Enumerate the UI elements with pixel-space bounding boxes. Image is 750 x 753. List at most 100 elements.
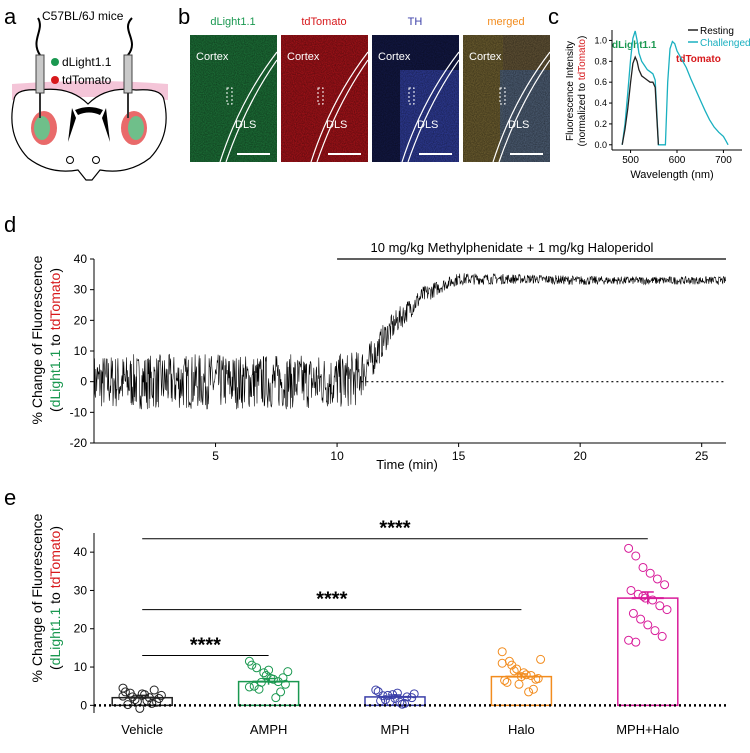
treatment-label: 10 mg/kg Methylphenidate + 1 mg/kg Halop… xyxy=(371,240,654,255)
data-point xyxy=(638,562,648,572)
x-tick-label: 25 xyxy=(695,449,709,463)
y-tick-label: 0.6 xyxy=(594,77,607,87)
data-point xyxy=(280,679,290,689)
fiber-cable-right xyxy=(127,17,133,56)
data-point xyxy=(536,654,546,664)
data-point xyxy=(509,666,519,676)
significance-stars: **** xyxy=(190,635,221,657)
data-point xyxy=(650,626,660,636)
y-tick-label: 0.4 xyxy=(594,98,607,108)
data-point xyxy=(631,637,641,647)
data-point xyxy=(397,699,407,709)
y-tick-label: 30 xyxy=(74,283,88,297)
x-axis-label: Wavelength (nm) xyxy=(630,169,713,181)
data-point xyxy=(156,690,166,700)
data-point xyxy=(497,658,507,668)
data-point xyxy=(636,614,646,624)
y-tick-label: 30 xyxy=(74,583,88,597)
legend: Resting Challenged xyxy=(688,26,750,49)
x-tick-label: 500 xyxy=(622,155,639,166)
legend-dot-tdtomato xyxy=(51,76,59,84)
series-line-challenged xyxy=(621,30,729,146)
data-point xyxy=(259,668,269,678)
histology-dlight: dLight1.1 Cortex DLS xyxy=(190,16,277,162)
y-axis-label: % Change of Fluorescence xyxy=(29,255,45,424)
x-tick-label: 20 xyxy=(573,449,587,463)
y-tick-label: 0.0 xyxy=(594,140,607,150)
data-point xyxy=(283,667,293,677)
data-point xyxy=(645,568,655,578)
y-tick-label: 10 xyxy=(74,344,88,358)
data-point xyxy=(631,551,641,561)
histology-th: TH Cortex DLS xyxy=(372,16,459,162)
data-point xyxy=(643,620,653,630)
category-label: AMPH xyxy=(250,722,288,737)
data-point xyxy=(147,698,157,708)
panel-letter-c: c xyxy=(548,4,559,29)
channel-label-merged: merged xyxy=(487,16,524,28)
data-point xyxy=(524,687,534,697)
significance-stars: **** xyxy=(316,589,347,611)
data-point xyxy=(502,677,512,687)
y-axis-label: Fluorescence Intensity xyxy=(565,41,576,141)
y-tick-label: 10 xyxy=(74,660,88,674)
cortex-label: Cortex xyxy=(196,51,229,63)
data-point xyxy=(271,693,281,703)
chart-e: % Change of Fluorescence (dLight1.1 to t… xyxy=(29,513,726,737)
category-label: Halo xyxy=(508,722,535,737)
data-point xyxy=(371,685,381,695)
legend-label-resting: Resting xyxy=(700,26,734,37)
channel-label-dlight: dLight1.1 xyxy=(210,16,255,28)
data-point xyxy=(626,585,636,595)
data-point xyxy=(264,665,274,675)
ventricle-left xyxy=(68,108,76,142)
y-tick-label: 0 xyxy=(80,698,87,712)
panel-letter-e: e xyxy=(4,485,16,510)
data-point xyxy=(531,674,541,684)
data-point xyxy=(514,679,524,689)
data-point xyxy=(633,589,643,599)
data-point xyxy=(376,696,386,706)
data-point xyxy=(130,695,140,705)
significance-stars: **** xyxy=(379,518,410,540)
y-tick-label: 0.2 xyxy=(594,119,607,129)
data-point xyxy=(624,543,634,553)
x-tick-label: 15 xyxy=(452,449,466,463)
data-point xyxy=(247,660,257,670)
panel-a: C57BL/6J mice dLight1.1 tdTomato xyxy=(11,9,168,181)
y-axis-label-ratio: (dLight1.1 to tdTomato) xyxy=(47,526,63,670)
data-point xyxy=(276,687,286,697)
annotation-tdtomato: tdTomato xyxy=(676,54,721,65)
data-point xyxy=(500,675,510,685)
data-point xyxy=(268,674,278,684)
y-tick-label: -10 xyxy=(70,405,88,419)
data-point xyxy=(528,684,538,694)
data-point xyxy=(628,608,638,618)
panel-letter-b: b xyxy=(178,4,190,29)
cortex-label: Cortex xyxy=(287,51,320,63)
legend-dot-dlight xyxy=(51,58,59,66)
fiber-ferrule-right xyxy=(123,54,133,94)
ventricle-right xyxy=(102,108,110,142)
channel-label-tdtomato: tdTomato xyxy=(301,16,346,28)
cortex-label: Cortex xyxy=(469,51,502,63)
y-tick-label: 20 xyxy=(74,313,88,327)
data-point xyxy=(261,670,271,680)
data-point xyxy=(657,631,667,641)
series-line-resting xyxy=(621,55,660,145)
bar-mph-halo xyxy=(617,597,679,707)
y-tick-label: 20 xyxy=(74,622,88,636)
data-point xyxy=(662,605,672,615)
data-point xyxy=(507,660,517,670)
x-axis-label: Time (min) xyxy=(376,457,438,472)
data-point xyxy=(373,687,383,697)
fiber-cable-left xyxy=(35,17,41,56)
region-boundary xyxy=(219,51,277,162)
y-tick-label: 40 xyxy=(74,252,88,266)
histology-tdtomato: tdTomato Cortex DLS xyxy=(281,16,368,162)
data-point xyxy=(660,580,670,590)
x-tick-label: 600 xyxy=(669,155,686,166)
y-axis-label: % Change of Fluorescence xyxy=(29,513,45,682)
mouse-strain-title: C57BL/6J mice xyxy=(42,9,124,23)
